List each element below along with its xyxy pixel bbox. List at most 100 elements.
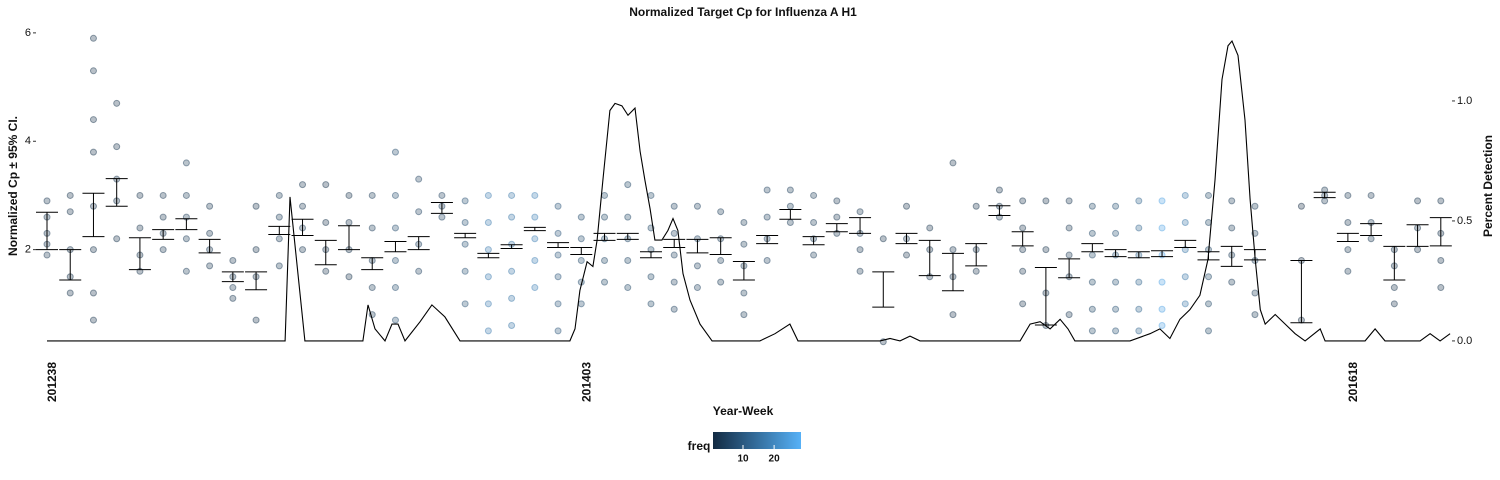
point — [856, 208, 864, 216]
point — [159, 213, 167, 221]
point — [833, 197, 841, 205]
point — [1088, 305, 1096, 313]
point — [391, 224, 399, 232]
y2-tick-label: 1.0 — [1457, 95, 1472, 107]
point — [43, 197, 51, 205]
point — [66, 208, 74, 216]
point — [624, 213, 632, 221]
point — [786, 219, 794, 227]
colorbar — [713, 432, 801, 449]
point — [856, 246, 864, 254]
point — [1042, 246, 1050, 254]
point — [833, 213, 841, 221]
point — [577, 256, 585, 264]
point — [391, 284, 399, 292]
y-tick-label: 6 — [25, 27, 31, 39]
point — [299, 181, 307, 189]
point — [1135, 327, 1143, 335]
point — [554, 251, 562, 259]
point — [368, 284, 376, 292]
point — [740, 219, 748, 227]
point — [1019, 300, 1027, 308]
point — [484, 219, 492, 227]
point — [1205, 273, 1212, 281]
point — [1205, 191, 1212, 199]
point — [531, 213, 539, 221]
point — [1019, 197, 1027, 205]
point — [438, 191, 446, 199]
point — [415, 175, 423, 183]
point — [322, 219, 330, 227]
point — [1344, 267, 1352, 275]
point — [1135, 197, 1143, 205]
point — [229, 256, 237, 264]
point — [89, 67, 97, 75]
point — [1205, 300, 1212, 308]
point — [66, 289, 74, 297]
point — [670, 251, 678, 259]
point — [229, 294, 237, 302]
point — [484, 300, 492, 308]
point — [717, 278, 725, 286]
point — [89, 246, 97, 254]
point — [1065, 251, 1073, 259]
point — [1344, 219, 1352, 227]
point — [461, 240, 469, 248]
point — [1437, 256, 1445, 264]
point — [113, 99, 121, 107]
point — [531, 235, 539, 243]
point — [1088, 278, 1096, 286]
point — [624, 181, 632, 189]
point — [182, 267, 190, 275]
point — [972, 202, 980, 210]
point — [1135, 278, 1143, 286]
point — [461, 267, 469, 275]
point — [1019, 224, 1027, 232]
point — [159, 191, 167, 199]
point — [554, 202, 562, 210]
point — [1390, 284, 1398, 292]
point — [275, 235, 283, 243]
legend-title: freq — [688, 439, 711, 453]
point — [577, 213, 585, 221]
point — [1228, 197, 1236, 205]
point — [601, 213, 609, 221]
point — [1205, 327, 1212, 335]
point — [740, 240, 748, 248]
point — [1181, 273, 1189, 281]
point — [1321, 197, 1329, 205]
point — [1367, 191, 1375, 199]
point — [391, 256, 399, 264]
point — [275, 191, 283, 199]
point — [206, 229, 214, 237]
x-tick-label: 201238 — [45, 362, 59, 402]
point — [1181, 300, 1189, 308]
colorbar-tick-label: 10 — [737, 454, 749, 465]
point — [1158, 321, 1166, 329]
y-tick-label: 2 — [25, 244, 31, 256]
point — [322, 181, 330, 189]
point — [391, 191, 399, 199]
point — [66, 191, 74, 199]
y2-tick-label: 0.0 — [1457, 335, 1472, 347]
point — [740, 289, 748, 297]
point — [182, 159, 190, 167]
point — [810, 191, 818, 199]
point — [810, 219, 818, 227]
point — [972, 267, 980, 275]
point — [577, 300, 585, 308]
point — [252, 316, 260, 324]
point — [531, 284, 539, 292]
point — [647, 191, 655, 199]
point — [647, 273, 655, 281]
point — [1390, 300, 1398, 308]
point — [856, 267, 864, 275]
point — [554, 300, 562, 308]
point — [1112, 327, 1120, 335]
point — [391, 148, 399, 156]
point — [182, 191, 190, 199]
point — [368, 224, 376, 232]
point — [43, 251, 51, 259]
point — [484, 246, 492, 254]
